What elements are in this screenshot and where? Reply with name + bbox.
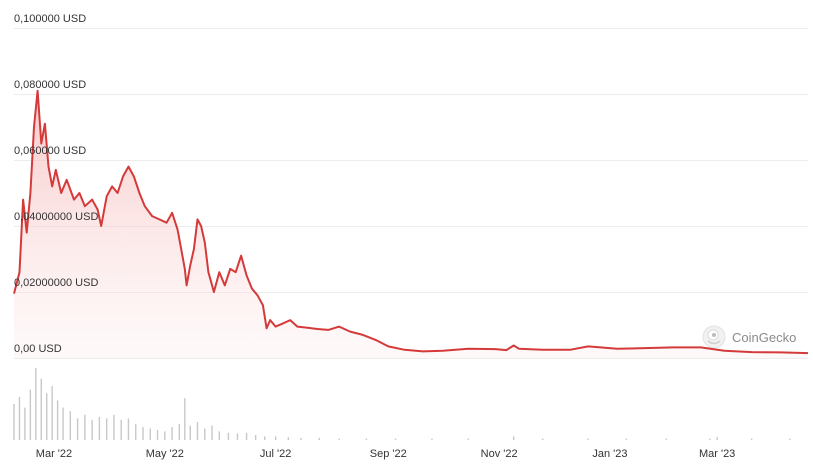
volume-bar	[365, 438, 368, 440]
volume-bar	[135, 424, 137, 440]
volume-bar	[171, 427, 173, 440]
volume-bar	[318, 437, 320, 440]
volume-bar	[164, 431, 166, 440]
volume-bar	[24, 407, 26, 440]
volume-bar	[56, 400, 59, 440]
volume-bar	[300, 437, 302, 440]
volume-bar	[120, 419, 122, 440]
volume-bar	[178, 424, 181, 440]
volume-bar	[69, 411, 72, 440]
volume-bar	[211, 425, 213, 440]
x-axis-tick-labels: Mar '22 May '22 Jul '22 Sep '22 Nov '22 Jan '…	[36, 448, 736, 460]
price-area	[14, 90, 808, 358]
volume-bar	[587, 438, 589, 440]
volume-bar	[98, 416, 101, 440]
volume-bar	[40, 378, 42, 440]
volume-bar	[716, 437, 718, 440]
x-tick-label: Jul '22	[260, 448, 291, 460]
volume-bar	[13, 404, 15, 440]
volume-bar	[184, 398, 186, 440]
volume-bar	[105, 418, 108, 440]
x-tick-label: Mar '22	[36, 448, 72, 460]
volume-bar	[76, 418, 79, 440]
volume-bar	[29, 389, 32, 440]
volume-bar	[91, 419, 93, 440]
volume-bar	[709, 438, 711, 440]
volume-bar	[84, 414, 86, 440]
volume-bar	[113, 414, 115, 440]
x-tick-label: Mar '23	[699, 448, 735, 460]
volume-bar	[127, 418, 130, 440]
price-line	[13, 89, 809, 355]
x-tick-label: Sep '22	[370, 448, 407, 460]
volume-bar	[467, 438, 469, 440]
volume-bar	[542, 438, 544, 440]
volume-bar	[196, 422, 199, 440]
volume-bar	[236, 433, 239, 440]
x-tick-label: May '22	[146, 448, 184, 460]
x-tick-label: Jan '23	[592, 448, 627, 460]
watermark-text: CoinGecko	[732, 330, 796, 345]
volume-bar	[274, 436, 277, 440]
volume-bar	[245, 432, 248, 440]
x-tick-label: Nov '22	[481, 448, 518, 460]
volume-bar	[512, 436, 515, 440]
volume-bar	[62, 407, 64, 440]
volume-bars	[13, 368, 791, 440]
y-tick-label: 0,100000 USD	[14, 13, 86, 25]
volume-bar	[665, 438, 667, 440]
volume-bar	[338, 438, 340, 440]
volume-bar	[394, 438, 397, 440]
coingecko-watermark: CoinGecko	[702, 325, 796, 349]
y-axis-tick-labels: 0,00 USD 0,02000000 USD 0,04000000 USD 0,06…	[14, 13, 98, 355]
y-tick-label: 0,04000000 USD	[14, 211, 98, 223]
volume-bar	[46, 393, 48, 440]
volume-bar	[789, 438, 791, 440]
volume-bar	[35, 368, 37, 440]
volume-bar	[750, 438, 753, 440]
volume-bar	[264, 436, 266, 440]
gecko-logo-icon	[702, 325, 726, 349]
volume-bar	[18, 396, 21, 440]
volume-bar	[254, 434, 257, 440]
volume-bar	[142, 427, 144, 440]
y-tick-label: 0,080000 USD	[14, 79, 86, 91]
volume-bar	[156, 429, 159, 440]
volume-bar	[204, 428, 206, 440]
volume-bar	[189, 425, 191, 440]
volume-bar	[149, 428, 151, 440]
y-tick-label: 0,02000000 USD	[14, 277, 98, 289]
volume-bar	[287, 437, 290, 440]
y-tick-label: 0,00 USD	[14, 343, 62, 355]
y-tick-label: 0,060000 USD	[14, 145, 86, 157]
volume-bar	[625, 438, 628, 440]
volume-bar	[431, 438, 433, 440]
volume-bar	[218, 431, 221, 440]
volume-bar	[227, 432, 230, 440]
volume-bar	[51, 386, 53, 440]
